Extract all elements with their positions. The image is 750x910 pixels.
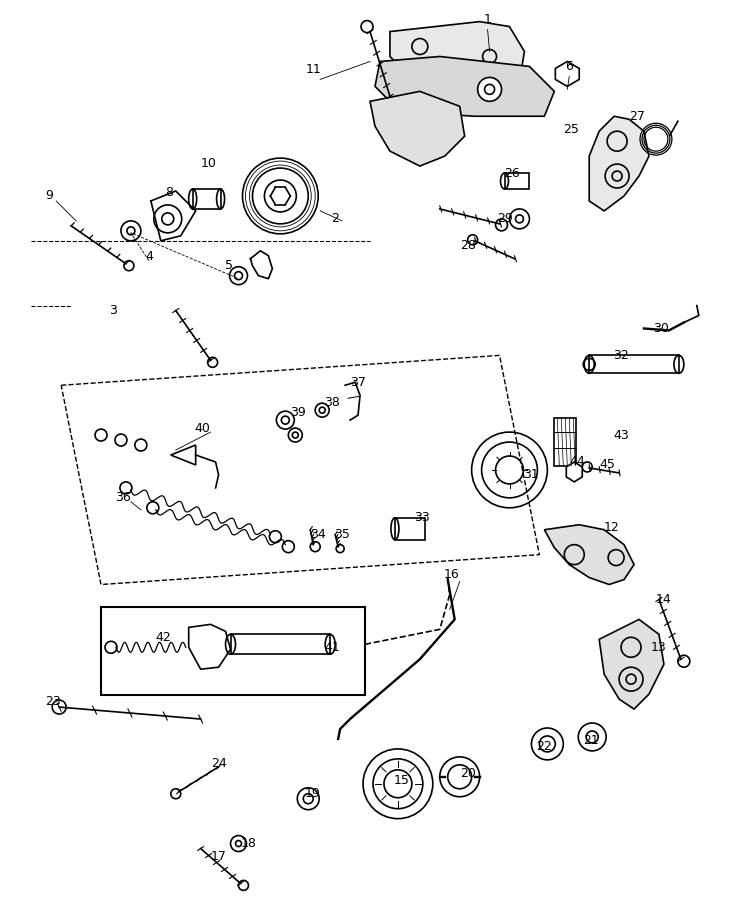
Text: 2: 2 xyxy=(332,212,339,226)
Text: 31: 31 xyxy=(524,469,539,481)
Text: 19: 19 xyxy=(304,787,320,800)
Text: 24: 24 xyxy=(211,757,226,771)
Text: 38: 38 xyxy=(324,396,340,409)
Text: 17: 17 xyxy=(211,850,226,863)
Polygon shape xyxy=(189,624,230,669)
Circle shape xyxy=(336,545,344,552)
Text: 6: 6 xyxy=(566,60,573,73)
Text: 4: 4 xyxy=(145,250,153,263)
Circle shape xyxy=(208,358,218,368)
Polygon shape xyxy=(171,445,196,465)
Circle shape xyxy=(171,789,181,799)
Circle shape xyxy=(124,261,134,270)
Circle shape xyxy=(310,541,320,551)
Text: 32: 32 xyxy=(614,349,629,362)
Polygon shape xyxy=(599,620,664,709)
Polygon shape xyxy=(390,22,524,91)
Text: 44: 44 xyxy=(569,456,585,469)
Text: 36: 36 xyxy=(115,491,130,504)
Text: 21: 21 xyxy=(584,734,599,747)
Bar xyxy=(395,518,424,540)
Polygon shape xyxy=(375,56,554,116)
Circle shape xyxy=(238,880,248,890)
Text: 29: 29 xyxy=(496,212,512,226)
Text: 1: 1 xyxy=(484,13,491,26)
Text: 23: 23 xyxy=(45,694,61,708)
Circle shape xyxy=(361,21,373,33)
Text: 9: 9 xyxy=(45,189,53,202)
Bar xyxy=(193,189,220,209)
Polygon shape xyxy=(555,62,579,86)
Text: 34: 34 xyxy=(310,528,326,541)
Text: 11: 11 xyxy=(305,63,321,76)
Text: 27: 27 xyxy=(629,110,645,123)
Polygon shape xyxy=(544,525,634,584)
Text: 40: 40 xyxy=(195,421,211,435)
Text: 15: 15 xyxy=(394,774,410,787)
Bar xyxy=(230,634,330,654)
Text: 28: 28 xyxy=(460,239,476,252)
Text: 39: 39 xyxy=(290,406,306,419)
Circle shape xyxy=(496,219,508,231)
Text: 43: 43 xyxy=(614,429,629,441)
Text: 16: 16 xyxy=(444,568,460,581)
Text: 30: 30 xyxy=(653,322,669,335)
Text: 5: 5 xyxy=(224,259,232,272)
Text: 13: 13 xyxy=(651,641,667,653)
Text: 18: 18 xyxy=(241,837,256,850)
Text: 35: 35 xyxy=(334,528,350,541)
Bar xyxy=(554,418,576,466)
Circle shape xyxy=(468,235,478,245)
Text: 3: 3 xyxy=(109,304,117,317)
Text: 45: 45 xyxy=(599,459,615,471)
Text: 10: 10 xyxy=(201,157,217,169)
Text: 8: 8 xyxy=(165,187,172,199)
Polygon shape xyxy=(590,116,649,211)
Polygon shape xyxy=(370,91,465,166)
Text: 42: 42 xyxy=(155,631,171,643)
Circle shape xyxy=(478,77,502,101)
Polygon shape xyxy=(566,462,582,482)
Text: 12: 12 xyxy=(603,521,619,534)
Circle shape xyxy=(678,655,690,667)
Text: 25: 25 xyxy=(563,123,579,136)
Text: 41: 41 xyxy=(324,641,340,653)
Text: 26: 26 xyxy=(505,167,520,179)
Text: 20: 20 xyxy=(460,767,476,780)
Bar xyxy=(590,356,679,373)
Text: 14: 14 xyxy=(656,593,672,606)
Text: 22: 22 xyxy=(536,741,552,753)
Bar xyxy=(505,173,530,189)
Text: 37: 37 xyxy=(350,376,366,389)
Bar xyxy=(101,608,365,695)
Text: 33: 33 xyxy=(414,511,430,524)
Circle shape xyxy=(582,462,592,472)
